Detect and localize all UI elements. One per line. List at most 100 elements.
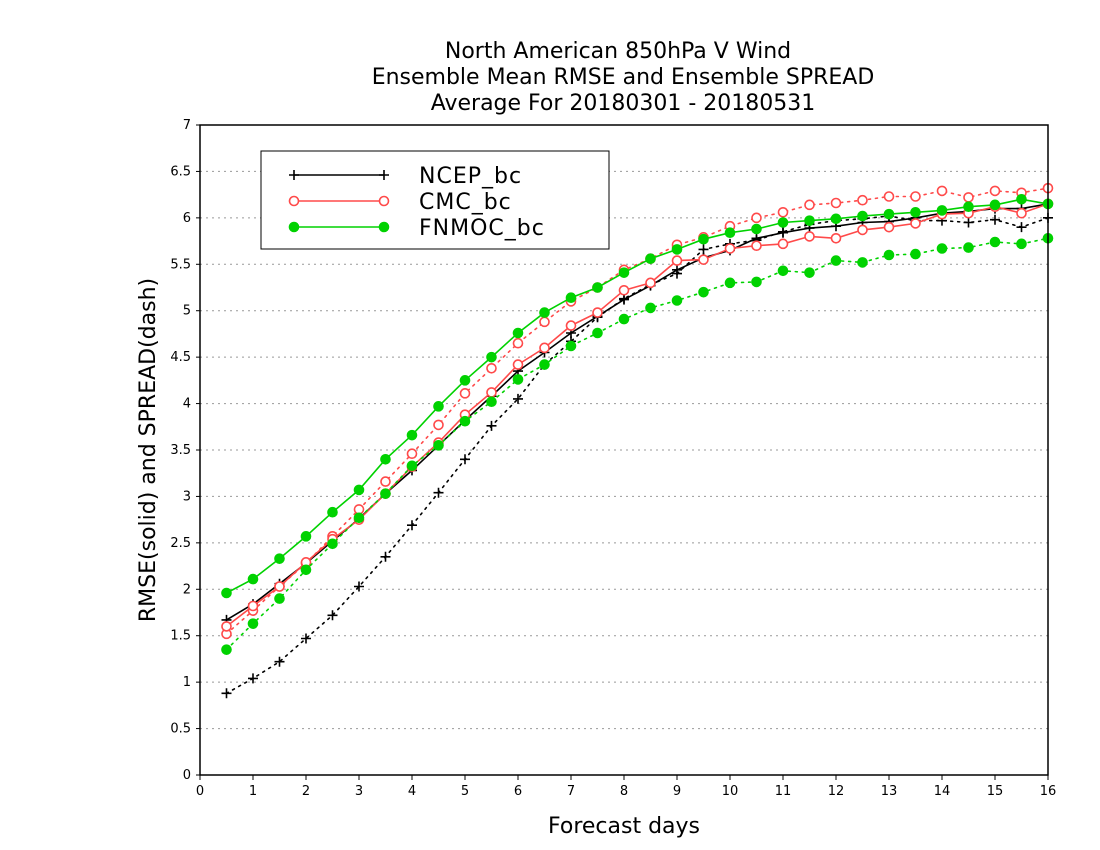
ncep-bc-spread-point: [354, 581, 364, 592]
y-tick-label: 7: [183, 118, 191, 133]
x-tick-label: 2: [302, 784, 310, 799]
cmc-bc-spread-point: [486, 362, 497, 374]
ncep-bc-spread-point: [380, 551, 391, 562]
x-tick-label: 16: [1040, 784, 1057, 799]
fnmoc-bc-spread-point: [247, 618, 259, 629]
chart-title-line-3: Average For 20180301 - 20180531: [431, 91, 816, 116]
fnmoc-bc-spread-point: [698, 286, 709, 298]
y-axis: 0 0.5 1 1.5 2 2.5 3 3.5 4 4.5 5 5.5 6 6.5 7: [170, 118, 200, 783]
cmc-bc-rmse-point: [274, 581, 285, 592]
ncep-bc-spread-point: [698, 244, 709, 255]
ncep-bc-spread-point: [407, 520, 417, 531]
y-tick-label: 0: [183, 768, 191, 783]
fnmoc-bc-rmse-point: [883, 208, 895, 220]
fnmoc-bc-spread-point: [830, 255, 842, 266]
series-lines: [221, 182, 1054, 699]
fnmoc-bc-rmse-point: [221, 587, 232, 599]
y-tick-label: 4.5: [170, 350, 191, 365]
cmc-bc-rmse-point: [539, 342, 550, 354]
fnmoc-bc-spread-point: [406, 460, 418, 472]
cmc-bc-spread-point: [936, 185, 948, 197]
x-tick-label: 3: [355, 784, 363, 799]
fnmoc-bc-spread-point: [486, 396, 497, 408]
y-tick-label: 6.5: [170, 164, 191, 179]
cmc-bc-spread-point: [883, 191, 895, 202]
x-tick-label: 7: [567, 784, 575, 799]
cmc-bc-spread-point: [459, 388, 471, 399]
cmc-bc-rmse-point: [592, 307, 603, 318]
y-tick-label: 5: [183, 304, 191, 319]
cmc-bc-rmse-point: [698, 254, 709, 265]
fnmoc-bc-spread-point: [274, 593, 285, 604]
cmc-bc-spread-point: [963, 192, 974, 203]
fnmoc-bc-rmse-point: [486, 351, 497, 363]
fnmoc-bc-spread-point: [380, 488, 391, 499]
legend-marker-fnmoc-bc: [378, 221, 390, 233]
x-axis-label: Forecast days: [548, 814, 700, 839]
fnmoc-bc-spread-point: [539, 359, 550, 370]
fnmoc-bc-rmse-point: [247, 573, 259, 585]
ncep-bc-rmse-point: [619, 294, 629, 305]
y-tick-label: 0.5: [170, 722, 191, 737]
cmc-bc-spread-point: [406, 448, 418, 460]
fnmoc-bc-rmse-point: [671, 244, 683, 255]
ncep-bc-rmse-point: [672, 264, 682, 275]
y-tick-label: 2.5: [170, 536, 191, 551]
fnmoc-bc-rmse-point: [963, 201, 974, 213]
y-tick-label: 5.5: [170, 257, 191, 272]
fnmoc-bc-rmse-point: [512, 327, 524, 339]
fnmoc-bc-rmse-point: [777, 217, 789, 228]
legend-marker-cmc-bc: [288, 195, 300, 207]
cmc-bc-rmse-point: [724, 243, 736, 254]
cmc-bc-rmse-point: [247, 600, 259, 612]
fnmoc-bc-spread-point: [327, 538, 338, 550]
legend-marker-ncep-bc: [289, 170, 299, 180]
fnmoc-bc-rmse-point: [459, 375, 471, 386]
fnmoc-bc-rmse-point: [645, 253, 656, 265]
cmc-bc-spread-point: [910, 191, 921, 202]
fnmoc-bc-rmse-point: [724, 227, 736, 239]
legend-marker-ncep-bc: [379, 170, 389, 180]
y-axis-label: RMSE(solid) and SPREAD(dash): [136, 278, 161, 622]
cmc-bc-spread-point: [989, 185, 1001, 197]
fnmoc-bc-spread-point: [1016, 238, 1027, 250]
fnmoc-bc-spread-point: [724, 277, 736, 289]
fnmoc-bc-rmse-point: [910, 206, 921, 218]
ncep-bc-spread-point: [990, 214, 1000, 225]
x-tick-label: 8: [620, 784, 628, 799]
fnmoc-bc-rmse-point: [804, 215, 815, 226]
cmc-bc-spread-point: [512, 337, 524, 349]
x-axis: 0 1 2 3 4 5 6 7 8 9 10 11 12 13 14 15 16: [196, 775, 1056, 799]
y-tick-label: 3.5: [170, 443, 191, 458]
cmc-bc-rmse-point: [804, 231, 815, 242]
fnmoc-bc-rmse-point: [380, 453, 391, 465]
ncep-bc-spread-point: [1016, 222, 1027, 233]
fnmoc-bc-rmse-point: [327, 506, 338, 518]
fnmoc-bc-spread-point: [910, 248, 921, 260]
fnmoc-bc-spread-point: [592, 327, 603, 339]
x-tick-label: 1: [249, 784, 257, 799]
chart-title-line-1: North American 850hPa V Wind: [445, 39, 791, 64]
fnmoc-bc-rmse-point: [857, 210, 868, 222]
fnmoc-bc-rmse-point: [274, 553, 285, 564]
legend-label-cmc-bc: CMC_bc: [419, 190, 512, 215]
fnmoc-bc-spread-point: [804, 267, 815, 278]
cmc-bc-rmse-point: [486, 387, 497, 398]
x-tick-label: 13: [881, 784, 898, 799]
fnmoc-bc-spread-point: [777, 265, 789, 277]
fnmoc-bc-spread-point: [963, 242, 974, 253]
x-tick-label: 12: [828, 784, 845, 799]
ncep-bc-spread-point: [433, 487, 444, 498]
fnmoc-bc-rmse-point: [592, 282, 603, 293]
fnmoc-bc-spread-line: [225, 237, 1049, 651]
x-tick-label: 5: [461, 784, 469, 799]
fnmoc-bc-rmse-point: [698, 233, 709, 245]
cmc-bc-spread-point: [539, 316, 550, 328]
cmc-bc-rmse-point: [830, 232, 842, 244]
legend-label-ncep-bc: NCEP_bc: [419, 164, 522, 189]
x-tick-label: 14: [934, 784, 951, 799]
ncep-bc-spread-point: [486, 420, 497, 431]
cmc-bc-spread-point: [777, 206, 789, 218]
fnmoc-bc-rmse-point: [565, 292, 577, 304]
